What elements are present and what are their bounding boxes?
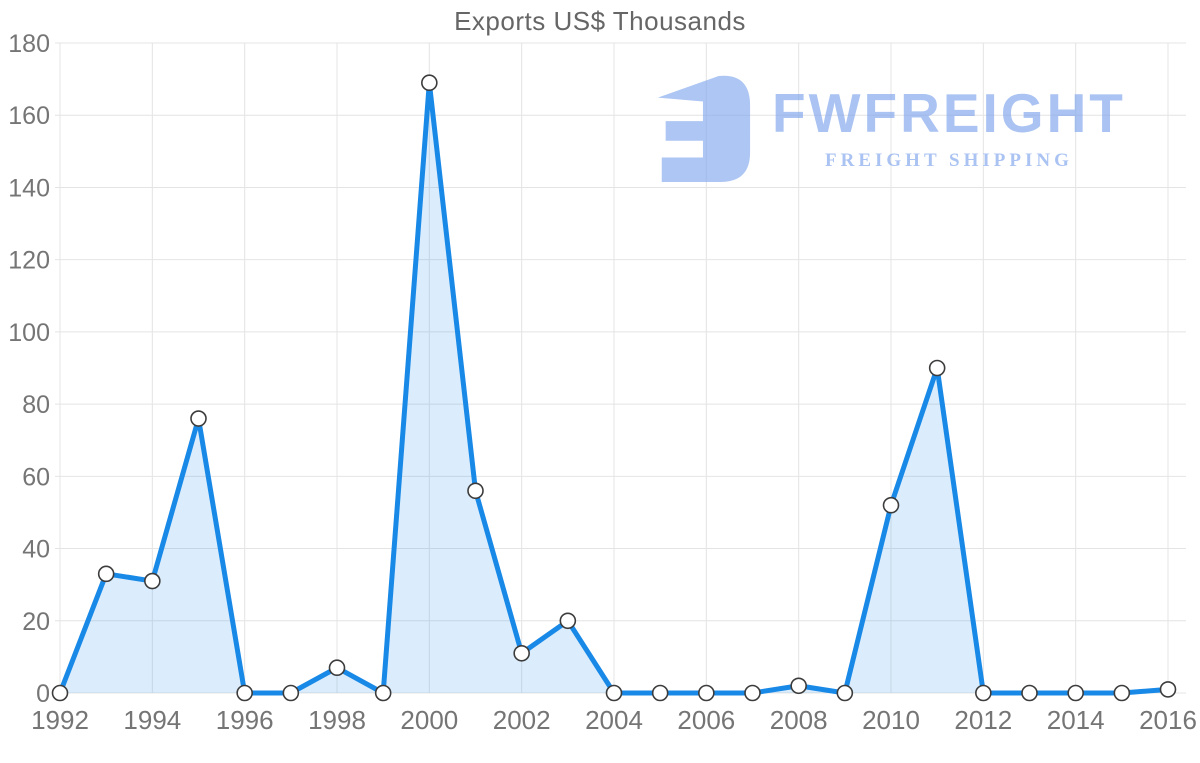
data-point-marker[interactable]: [513, 644, 530, 662]
data-point-marker[interactable]: [144, 572, 161, 590]
x-tick-label: 2012: [954, 705, 1012, 735]
data-point-marker[interactable]: [882, 496, 900, 514]
x-tick-label: 2000: [400, 705, 458, 735]
data-point-marker[interactable]: [51, 684, 69, 702]
data-point-marker[interactable]: [236, 684, 253, 702]
data-point-marker[interactable]: [421, 74, 438, 92]
data-point-marker[interactable]: [1159, 681, 1177, 698]
data-point-marker[interactable]: [328, 659, 346, 677]
x-tick-label: 2002: [493, 705, 551, 735]
data-point-marker[interactable]: [1067, 684, 1084, 702]
x-tick-label: 2016: [1139, 705, 1197, 735]
y-tick-label: 60: [22, 463, 50, 491]
y-tick-label: 100: [8, 319, 50, 347]
x-tick-label: 1996: [216, 705, 274, 735]
area-fill: [60, 82, 1168, 693]
data-point-marker[interactable]: [975, 684, 992, 702]
data-point-marker[interactable]: [605, 684, 623, 702]
chart-title: Exports US$ Thousands: [454, 6, 746, 36]
y-tick-label: 120: [8, 247, 50, 275]
data-point-marker[interactable]: [744, 684, 761, 702]
data-point-marker[interactable]: [559, 612, 577, 630]
data-point-marker[interactable]: [698, 684, 715, 702]
data-point-marker[interactable]: [1113, 684, 1131, 702]
x-tick-label: 2004: [585, 705, 643, 735]
y-tick-label: 180: [8, 30, 50, 58]
y-tick-label: 20: [22, 608, 50, 636]
data-point-marker[interactable]: [651, 684, 669, 702]
data-point-marker[interactable]: [1021, 684, 1038, 702]
x-tick-label: 2006: [677, 705, 735, 735]
data-point-marker[interactable]: [282, 684, 300, 702]
x-tick-label: 2008: [770, 705, 828, 735]
x-tick-label: 2010: [862, 705, 920, 735]
y-tick-label: 80: [22, 391, 50, 419]
y-tick-label: 160: [8, 102, 50, 130]
y-tick-label: 140: [8, 174, 50, 202]
x-tick-label: 2014: [1047, 705, 1105, 735]
data-point-marker[interactable]: [190, 410, 207, 427]
data-point-marker[interactable]: [467, 482, 484, 500]
data-point-marker[interactable]: [374, 684, 392, 702]
data-point-marker[interactable]: [836, 684, 854, 702]
x-tick-label: 1994: [123, 705, 181, 735]
x-tick-label: 1992: [31, 705, 89, 735]
data-point-marker[interactable]: [790, 677, 807, 695]
data-point-marker[interactable]: [97, 565, 115, 583]
y-tick-label: 40: [22, 536, 50, 564]
y-tick-label: 0: [36, 680, 50, 708]
x-tick-label: 1998: [308, 705, 366, 735]
data-point-marker[interactable]: [928, 359, 946, 377]
